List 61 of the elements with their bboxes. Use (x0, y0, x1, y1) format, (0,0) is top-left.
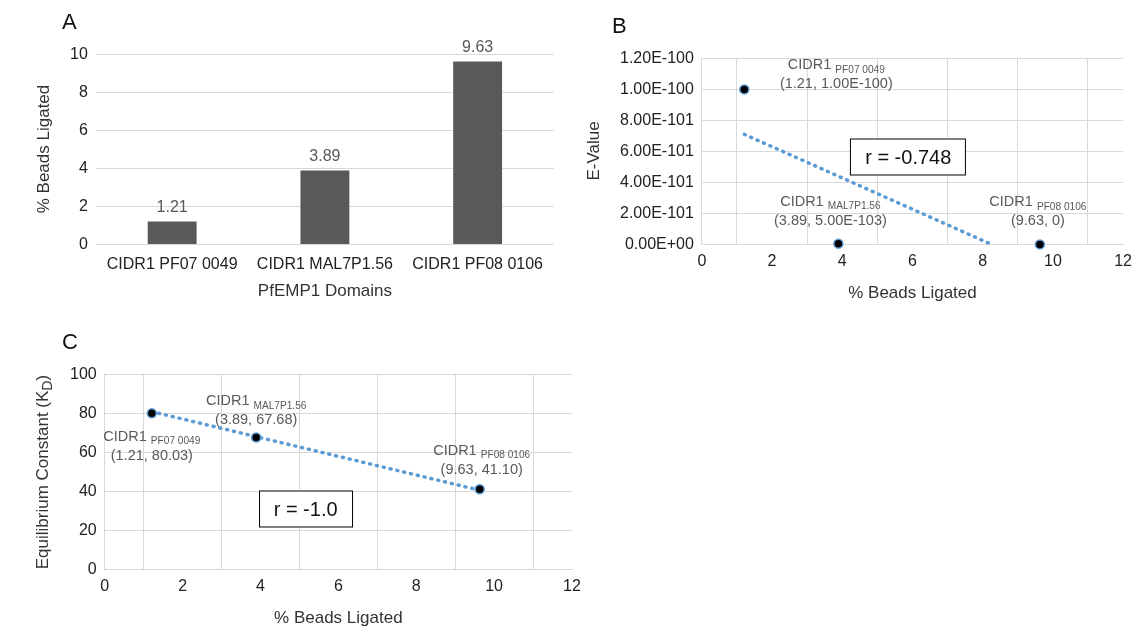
y-tick-label: 40 (78, 481, 97, 499)
data-label: 9.63 (462, 37, 494, 55)
annotation: CIDR1 MAL7P1.56 (3.89, 5.00E-103) (773, 192, 887, 228)
y-tick-label: 1.00E-100 (619, 79, 694, 97)
y-axis-title: % Beads Ligated (34, 85, 54, 214)
x-tick-label: 12 (563, 577, 581, 595)
x-tick-label: CIDR1 PF07 0049 (106, 255, 238, 273)
bar (300, 170, 350, 244)
bar (147, 221, 197, 244)
x-tick-label: CIDR1 PF08 0106 (412, 255, 544, 273)
chart-title: A (62, 9, 77, 35)
y-tick-label: 6.00E-101 (619, 141, 694, 159)
x-axis-title: % Beads Ligated (274, 608, 403, 628)
data-label: 3.89 (309, 146, 341, 164)
y-tick-label: 0 (78, 234, 88, 252)
y-tick-label: 20 (78, 520, 97, 538)
x-tick-label: 4 (837, 252, 847, 270)
annotation: CIDR1 MAL7P1.56 (3.89, 67.68) (205, 392, 307, 428)
x-tick-label: 0 (100, 577, 110, 595)
y-tick-label: 100 (69, 364, 97, 382)
y-tick-label: 2 (78, 196, 88, 214)
text-box: r = -1.0 (258, 490, 353, 528)
data-label: 1.21 (156, 197, 188, 215)
text-box: r = -0.748 (850, 138, 967, 176)
x-tick-label: 8 (411, 577, 421, 595)
x-tick-label: 4 (256, 577, 266, 595)
point (250, 432, 262, 443)
y-tick-label: 6 (78, 120, 88, 138)
chart-title: B (612, 13, 627, 39)
annotation: CIDR1 PF08 0106 (9.63, 41.10) (433, 442, 531, 478)
y-tick-label: 2.00E-101 (619, 203, 694, 221)
y-tick-label: 8 (78, 82, 88, 100)
y-axis-title: E-Value (584, 121, 604, 181)
y-tick-label: 1.20E-100 (619, 48, 694, 66)
x-tick-label: 10 (485, 577, 504, 595)
x-tick-label: 0 (697, 252, 707, 270)
x-tick-label: 10 (1043, 252, 1062, 270)
x-tick-label: 6 (333, 577, 343, 595)
annotation: CIDR1 PF08 0106 (9.63, 0) (989, 193, 1087, 229)
x-tick-label: 6 (908, 252, 918, 270)
y-tick-label: 0 (87, 559, 97, 577)
annotation: CIDR1 PF07 0049 (1.21, 80.03) (103, 428, 201, 464)
chart-title: C (62, 329, 78, 355)
bar (453, 61, 503, 244)
y-tick-label: 0.00E+00 (624, 234, 694, 252)
point (146, 408, 158, 419)
x-tick-label: 2 (767, 252, 777, 270)
y-tick-label: 60 (78, 442, 97, 460)
annotation: CIDR1 PF07 0049 (1.21, 1.00E-100) (779, 56, 893, 92)
y-tick-label: 4 (78, 158, 88, 176)
y-tick-label: 80 (78, 403, 97, 421)
x-tick-label: 8 (978, 252, 988, 270)
x-tick-label: CIDR1 MAL7P1.56 (256, 255, 394, 273)
point (474, 484, 485, 495)
y-tick-label: 10 (70, 44, 88, 62)
x-axis-title: PfEMP1 Domains (257, 281, 392, 301)
x-tick-label: 12 (1114, 252, 1133, 270)
y-tick-label: 4.00E-101 (619, 172, 694, 190)
x-tick-label: 2 (178, 577, 188, 595)
x-axis-title: % Beads Ligated (848, 283, 977, 303)
y-tick-label: 8.00E-101 (619, 110, 694, 128)
